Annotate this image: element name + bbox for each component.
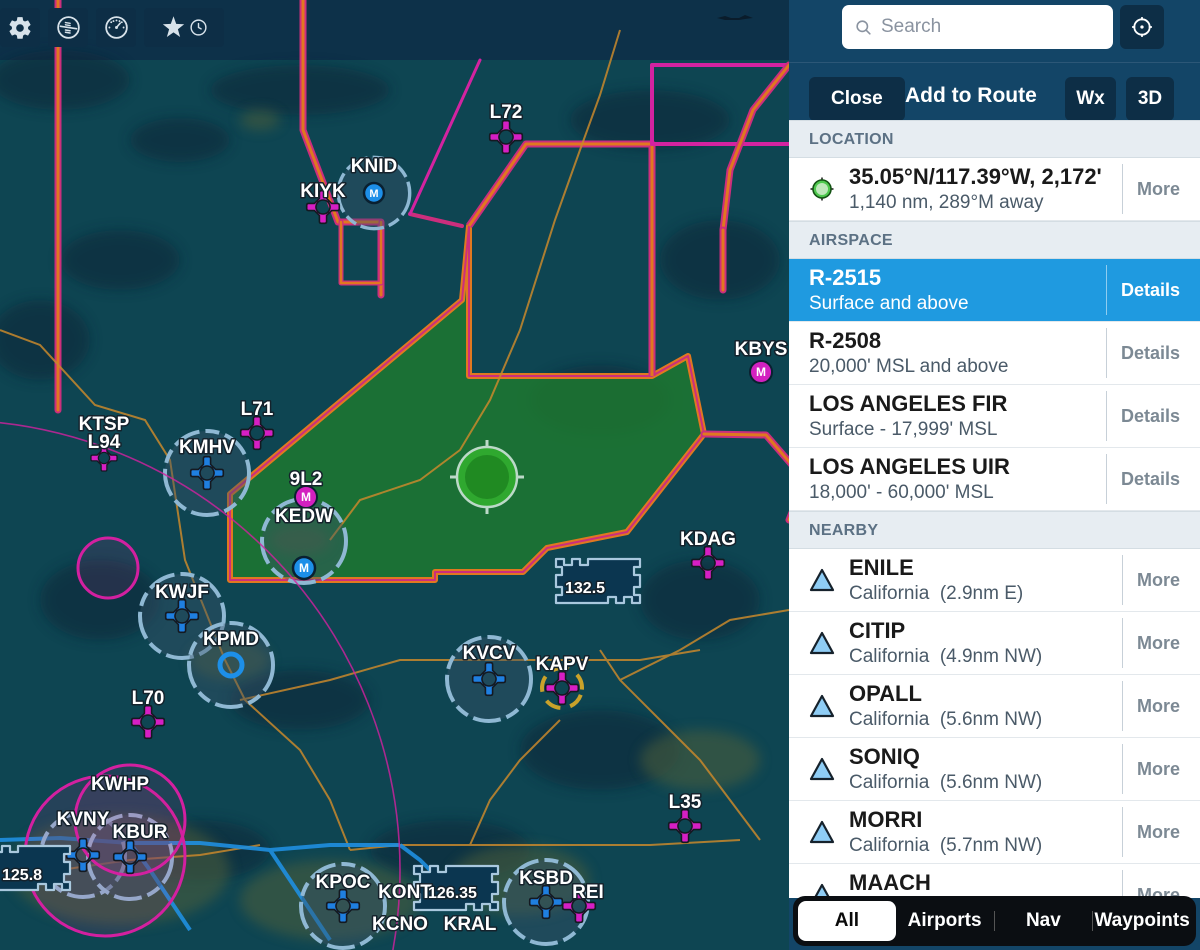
svg-text:KIYK: KIYK [300,181,346,202]
svg-text:KVNY: KVNY [57,809,110,830]
svg-text:KNID: KNID [351,156,397,177]
svg-text:KBUR: KBUR [113,822,168,843]
svg-text:L72: L72 [490,102,523,123]
svg-text:KMHV: KMHV [179,437,235,458]
svg-text:KPMD: KPMD [203,629,259,650]
svg-text:KSBD: KSBD [519,868,573,889]
svg-text:KAPV: KAPV [536,654,589,675]
svg-text:KEDW: KEDW [275,506,333,527]
svg-text:KVCV: KVCV [463,643,516,664]
svg-text:L35: L35 [669,792,702,813]
svg-text:KPOC: KPOC [316,872,371,893]
svg-text:KBYS: KBYS [735,339,788,360]
svg-text:M: M [369,188,378,200]
svg-text:KONT: KONT [378,882,432,903]
svg-text:M: M [299,561,309,575]
svg-text:L71: L71 [241,399,274,420]
svg-text:KWJF: KWJF [155,582,209,603]
svg-text:REI: REI [572,882,604,903]
svg-text:L70: L70 [132,688,165,709]
svg-text:126.35: 126.35 [428,885,477,902]
svg-text:125.8: 125.8 [2,867,42,884]
svg-text:L94: L94 [88,432,121,453]
svg-text:9L2: 9L2 [290,469,323,490]
svg-text:KRAL: KRAL [444,914,497,935]
svg-text:132.5: 132.5 [565,580,605,597]
svg-text:KCNO: KCNO [372,914,428,935]
svg-text:KWHP: KWHP [91,774,149,795]
svg-text:KDAG: KDAG [680,529,736,550]
